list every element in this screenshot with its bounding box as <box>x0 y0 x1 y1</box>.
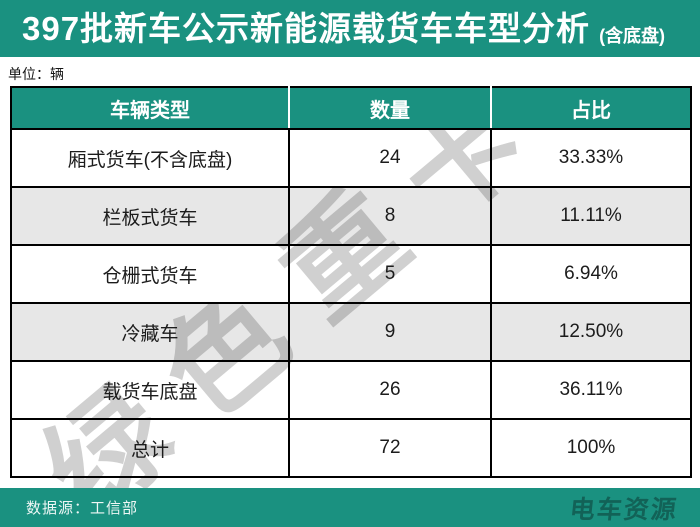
unit-label: 单位：辆 <box>8 66 64 82</box>
table-row: 冷藏车 9 12.50% <box>10 302 692 362</box>
cell-count: 5 <box>288 244 492 304</box>
cell-count: 24 <box>288 128 492 188</box>
cell-vehicle-type: 厢式货车(不含底盘) <box>10 128 290 188</box>
column-header-count: 数量 <box>288 86 492 130</box>
column-header-vehicle-type: 车辆类型 <box>10 86 290 130</box>
cell-share: 36.11% <box>490 360 692 420</box>
data-source-label: 数据源：工信部 <box>26 500 139 517</box>
cell-count: 26 <box>288 360 492 420</box>
table-row: 厢式货车(不含底盘) 24 33.33% <box>10 128 692 188</box>
cell-count: 8 <box>288 186 492 246</box>
cell-vehicle-type: 冷藏车 <box>10 302 290 362</box>
cell-share: 6.94% <box>490 244 692 304</box>
table-header-row: 车辆类型 数量 占比 <box>10 86 692 130</box>
cell-vehicle-type: 栏板式货车 <box>10 186 290 246</box>
table-row: 栏板式货车 8 11.11% <box>10 186 692 246</box>
vehicle-type-table: 车辆类型 数量 占比 厢式货车(不含底盘) 24 33.33% 栏板式货车 8 … <box>10 86 692 478</box>
brand-logo: 电车资源 <box>568 495 680 524</box>
table-row: 仓栅式货车 5 6.94% <box>10 244 692 304</box>
column-header-share: 占比 <box>490 86 692 130</box>
cell-vehicle-type: 仓栅式货车 <box>10 244 290 304</box>
table-row: 载货车底盘 26 36.11% <box>10 360 692 420</box>
page-title-suffix: (含底盘) <box>599 25 666 46</box>
header-bar: 397批新车公示新能源载货车车型分析 (含底盘) <box>0 0 700 57</box>
cell-share: 100% <box>490 418 692 478</box>
cell-share: 33.33% <box>490 128 692 188</box>
footer-bar: 数据源：工信部 电车资源 <box>0 488 700 527</box>
cell-vehicle-type: 载货车底盘 <box>10 360 290 420</box>
cell-count: 9 <box>288 302 492 362</box>
table-row-total: 总计 72 100% <box>10 418 692 478</box>
cell-count: 72 <box>288 418 492 478</box>
cell-share: 11.11% <box>490 186 692 246</box>
cell-vehicle-type: 总计 <box>10 418 290 478</box>
page-title: 397批新车公示新能源载货车车型分析 <box>22 10 591 47</box>
cell-share: 12.50% <box>490 302 692 362</box>
